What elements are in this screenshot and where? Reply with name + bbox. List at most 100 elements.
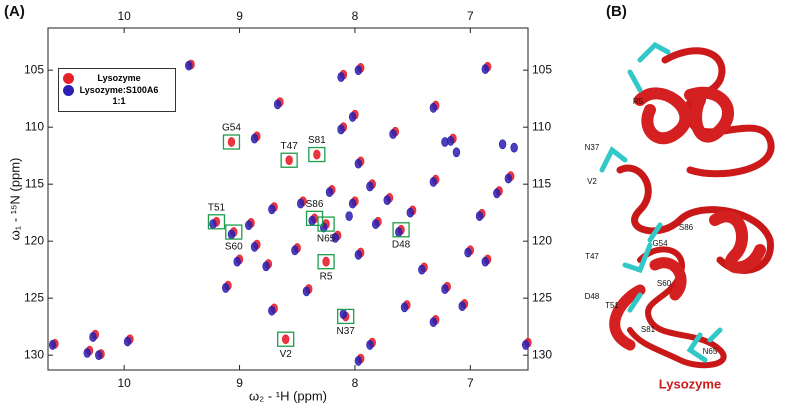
peak [291,245,299,256]
legend-entry: Lysozyme [63,73,171,84]
annotation-label: V2 [280,349,293,360]
annotation-label: S60 [225,242,243,253]
peak [348,112,357,122]
annotation-box [337,308,355,325]
x-axis-label: ω₂ - ¹H (ppm) [249,388,327,403]
peak [521,340,530,350]
protein-cartoon [599,41,775,369]
peak [371,219,380,229]
panel-label: (B) [606,3,627,20]
peak [83,347,91,358]
peak [510,142,518,153]
peak [123,336,132,347]
annotation-label: S81 [308,135,326,146]
panel-label: (A) [4,3,25,20]
residue-label: S81 [641,325,656,334]
annotation-label: N37 [337,326,356,337]
peak [366,340,374,350]
peak [389,129,397,139]
peak [452,147,461,158]
annotation-box [280,152,298,168]
x-tick-label: 10 [117,376,131,390]
peak [383,195,391,206]
peak [366,181,374,192]
y-tick-label: 105 [24,62,44,76]
legend-label: Lysozyme:S100A6 1:1 [79,85,159,106]
y-tick-label: 115 [25,176,44,190]
peak [296,198,305,209]
annotation-box [392,222,410,238]
y-tick-label: 120 [532,233,552,247]
peak [281,334,290,345]
x-tick-label: 9 [236,376,243,390]
peak [337,124,345,135]
peak [185,60,193,71]
annotation-box [277,331,295,347]
peak [481,256,490,267]
residue-label: N65 [703,347,718,356]
peak [322,256,330,267]
peak [354,249,363,260]
annotation-label: T47 [281,141,299,152]
peak [302,286,311,297]
peak [481,64,490,74]
annotation-box [317,254,335,270]
peak [464,247,472,258]
annotation-box [305,210,324,227]
peak [233,256,241,267]
peak [313,149,321,160]
peak [493,188,501,199]
y-tick-label: 120 [24,233,44,247]
annotation-box [317,216,335,232]
annotation-box [222,134,241,150]
peak [441,137,449,147]
peak [429,317,438,328]
y-tick-label: 130 [24,347,44,361]
peak [354,158,363,169]
peak [308,215,316,226]
annotation-label: G54 [222,123,241,134]
annotation-box [225,224,243,240]
y-tick-label: 125 [24,290,44,304]
peak [504,173,513,184]
legend-label: Lysozyme [97,73,141,83]
residue-label: T51 [605,301,619,310]
peak [227,137,236,147]
peak [400,302,409,313]
y-tick-label: 105 [532,62,552,76]
y-tick-label: 110 [25,119,44,133]
peak [354,355,363,366]
legend: Lysozyme Lysozyme:S100A6 1:1 [58,68,176,112]
x-tick-label: 9 [236,9,243,23]
annotation-label: S86 [306,199,324,210]
peak [227,229,236,240]
x-tick-label: 10 [117,9,131,23]
peak [429,102,438,113]
residue-label: G54 [652,239,668,248]
peak [348,198,357,209]
residue-label: R5 [633,97,644,106]
peak [209,219,217,229]
residue-label: N37 [585,143,600,152]
peak [273,99,282,110]
y-tick-label: 115 [532,176,551,190]
peak [285,155,293,166]
peak [95,350,103,361]
peak [268,204,276,215]
peak [395,227,403,237]
annotation-box [308,146,326,163]
annotation-label: T51 [208,202,226,213]
peak [475,211,484,221]
residue-label: D48 [585,292,600,301]
peak [331,232,340,243]
x-tick-label: 8 [352,376,359,390]
peak [458,301,466,312]
peak [418,264,426,275]
legend-entry: Lysozyme:S100A6 1:1 [63,85,171,107]
peak [337,72,345,82]
residue-label: S60 [657,279,672,288]
x-tick-label: 7 [467,376,474,390]
peak [250,241,259,252]
annotation-label: N65 [317,234,336,245]
